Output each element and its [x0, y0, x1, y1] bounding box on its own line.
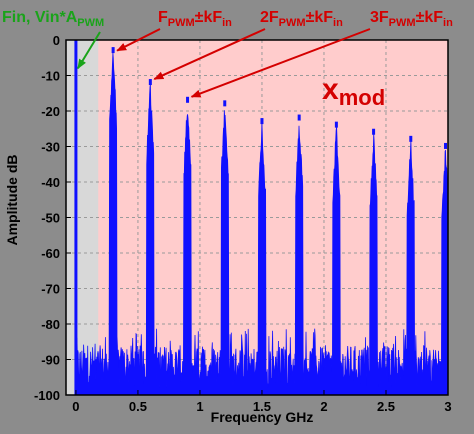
- y-tick-label: -100: [34, 388, 60, 403]
- annotation-arrow: [190, 28, 371, 98]
- spectrum-trace: [76, 52, 449, 396]
- y-tick-label: -50: [41, 211, 60, 226]
- y-tick-label: -20: [41, 104, 60, 119]
- annotation-suffix: ±kF: [195, 9, 223, 26]
- y-axis-label: Amplitude dB: [4, 155, 20, 246]
- annotation-text: 2F: [260, 9, 279, 26]
- y-tick-label: -80: [41, 317, 60, 332]
- xmod-label: xmod: [322, 73, 385, 110]
- y-tick-label: -30: [41, 140, 60, 155]
- y-tick-label: -60: [41, 246, 60, 261]
- x-axis-label: Frequency GHz: [211, 409, 314, 425]
- annotation-suffix: ±kF: [416, 9, 444, 26]
- annotation-arrow: [153, 28, 266, 80]
- annotation-arrow: [116, 28, 161, 52]
- annotation-text: Fin, Vin*A: [2, 9, 78, 26]
- x-tick-label: 3: [444, 399, 451, 414]
- annotation-label: FPWM±kFin: [158, 9, 232, 29]
- y-tick-label: 0: [53, 33, 60, 48]
- annotation-subscript: in: [222, 17, 232, 29]
- annotation-text: 3F: [370, 9, 389, 26]
- x-tick-label: 1: [196, 399, 203, 414]
- annotation-subscript: PWM: [279, 17, 306, 29]
- annotation-arrow: [77, 31, 101, 70]
- y-tick-label: -40: [41, 175, 60, 190]
- annotation-label: 2FPWM±kFin: [260, 9, 343, 29]
- x-tick-label: 2.5: [377, 399, 395, 414]
- annotation-subscript: in: [443, 17, 453, 29]
- annotation-subscript: PWM: [389, 17, 416, 29]
- x-tick-label: 0.5: [129, 399, 147, 414]
- annotation-subscript: PWM: [168, 17, 195, 29]
- x-tick-label: 1.5: [253, 399, 271, 414]
- xmod-main: x: [322, 73, 339, 106]
- plot-area: 0 0.5 1 1.5 2 2.5 3 0 -10 -20 -30 -40 -50 -60 -70 -80 -9…: [34, 33, 452, 414]
- annotation-text: F: [158, 9, 168, 26]
- annotation-label: Fin, Vin*APWM: [2, 9, 104, 29]
- x-tick-label: 0: [72, 399, 79, 414]
- annotation-subscript: in: [333, 17, 343, 29]
- x-tick-label: 2: [320, 399, 327, 414]
- xmod-subscript: mod: [339, 85, 385, 110]
- y-tick-label: -10: [41, 69, 60, 84]
- annotation-subscript: PWM: [77, 17, 104, 29]
- y-tick-label: -70: [41, 282, 60, 297]
- y-tick-label: -90: [41, 353, 60, 368]
- annotation-label: 3FPWM±kFin: [370, 9, 453, 29]
- annotation-suffix: ±kF: [306, 9, 334, 26]
